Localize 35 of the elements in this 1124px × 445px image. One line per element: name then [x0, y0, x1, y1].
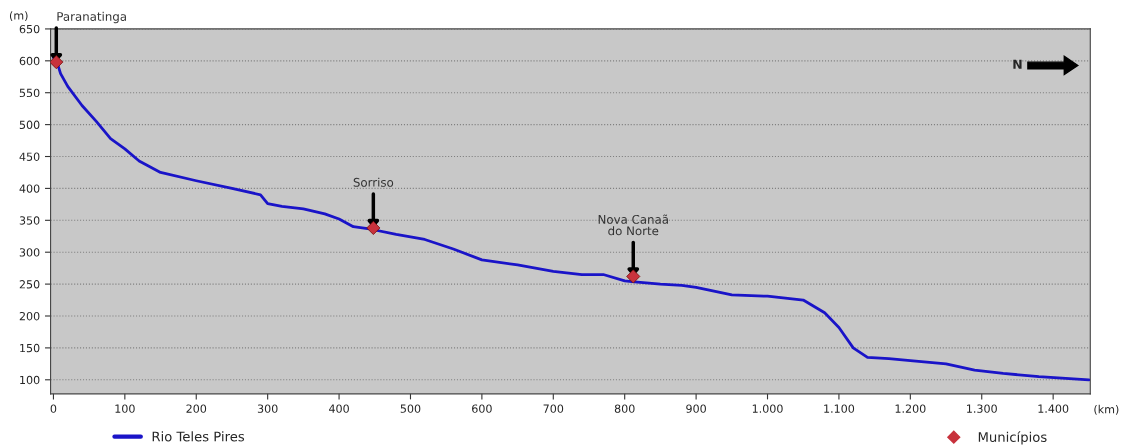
x-tick-label: 600 — [472, 404, 492, 413]
x-tick-label: 1.200 — [895, 404, 926, 413]
annotation: N — [1013, 59, 1022, 69]
legend-label: Rio Teles Pires — [152, 431, 245, 442]
y-tick-label: 400 — [19, 184, 40, 193]
x-tick-label: 700 — [543, 404, 564, 413]
y-tick-label: 200 — [19, 311, 40, 321]
x-tick-label: 200 — [186, 404, 207, 413]
x-tick-label: 300 — [257, 404, 278, 413]
x-tick-label: 900 — [686, 404, 706, 413]
x-tick-label: 100 — [115, 404, 135, 413]
x-tick-label: 800 — [614, 404, 635, 413]
y-tick-label: 350 — [19, 216, 40, 225]
x-tick-label: 1.300 — [967, 404, 997, 413]
annotation: Nova Canaã do Norte — [598, 214, 668, 236]
y-tick-label: 550 — [19, 88, 40, 98]
x-tick-label: 400 — [329, 404, 349, 413]
y-tick-label: 500 — [19, 120, 40, 129]
x-axis-title: (km) — [1094, 404, 1119, 415]
annotation: Paranatinga — [57, 11, 126, 24]
y-tick-label: 450 — [19, 152, 40, 161]
x-tick-label: 0 — [50, 404, 57, 413]
x-tick-label: 1.000 — [752, 404, 783, 413]
y-tick-label: 600 — [19, 56, 40, 66]
y-tick-label: 300 — [19, 248, 40, 257]
y-tick-label: 150 — [20, 343, 40, 353]
x-tick-label: 500 — [400, 404, 421, 413]
x-tick-label: 1.400 — [1038, 404, 1069, 413]
x-tick-label: 1.100 — [824, 404, 855, 413]
legend-label: Municípios — [978, 431, 1047, 445]
y-tick-label: 250 — [19, 280, 40, 289]
y-tick-label: 100 — [20, 375, 40, 385]
annotation: Sorriso — [353, 177, 394, 187]
y-axis-title: (m) — [9, 11, 28, 22]
y-tick-label: 650 — [19, 24, 40, 34]
